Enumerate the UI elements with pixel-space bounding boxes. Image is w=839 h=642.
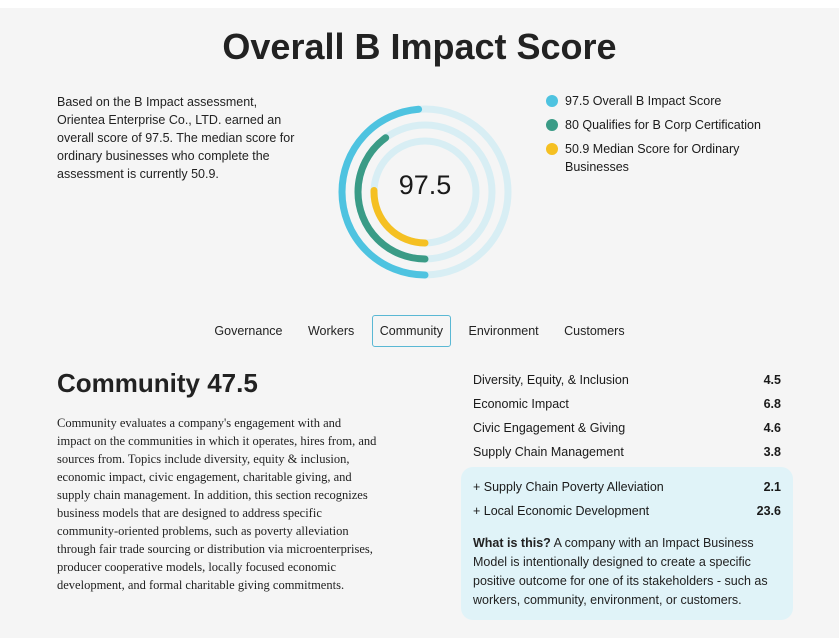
ring-arc-overall [338,105,512,279]
legend-dot-overall [546,95,558,107]
page-title: Overall B Impact Score [222,26,617,67]
metric-label: Diversity, Equity, & Inclusion [473,373,629,387]
impact-business-model-label: + Local Economic Development [473,504,650,518]
center-score: 97.5 [398,170,452,200]
impact-business-models-box: + Supply Chain Poverty Alleviation 2.1 +… [461,467,793,620]
ring-arc-median [370,137,480,247]
tab-community[interactable]: Community [371,315,451,347]
intro-text: Based on the B Impact assessment, Orient… [57,95,295,181]
score-ring-chart: 97.5 [333,100,517,284]
tab-governance[interactable]: Governance [214,324,283,338]
impact-business-model-label: + Supply Chain Poverty Alleviation [473,480,664,494]
impact-business-model-value: 23.6 [756,504,781,518]
score-ring-svg [338,105,512,279]
impact-business-model-row: + Local Economic Development 23.6 [473,501,781,525]
legend-label-qualifies: 80 Qualifies for B Corp Certification [565,118,761,132]
legend-label-overall: 97.5 Overall B Impact Score [565,94,722,108]
legend-dot-median [546,143,558,155]
section-description: Community evaluates a company's engageme… [57,416,377,592]
metric-row: Diversity, Equity, & Inclusion 4.5 [473,370,781,394]
legend: 97.5 Overall B Impact Score 80 Qualifies… [546,92,786,182]
impact-business-model-value: 2.1 [763,480,781,494]
metric-value: 4.5 [763,373,781,387]
legend-item-qualifies: 80 Qualifies for B Corp Certification [546,116,786,134]
impact-business-model-note: What is this? A company with an Impact B… [473,534,785,610]
metric-label: Economic Impact [473,397,569,411]
metric-value: 4.6 [763,421,781,435]
tab-workers[interactable]: Workers [307,324,355,338]
impact-business-model-row: + Supply Chain Poverty Alleviation 2.1 [473,477,781,501]
note-text: A company with an Impact Business Model … [473,536,768,607]
legend-item-overall: 97.5 Overall B Impact Score [546,92,786,110]
legend-item-median: 50.9 Median Score for Ordinary Businesse… [546,140,786,176]
tab-customers[interactable]: Customers [564,324,625,338]
metric-row: Economic Impact 6.8 [473,394,781,418]
metric-label: Civic Engagement & Giving [473,421,626,435]
legend-label-median: 50.9 Median Score for Ordinary Businesse… [565,142,740,174]
impact-business-models-list: + Supply Chain Poverty Alleviation 2.1 +… [473,477,781,525]
metric-value: 6.8 [763,397,781,411]
note-label: What is this? [473,536,551,550]
impact-area-tabs: Governance Workers Community Environment… [0,315,839,347]
metric-row: Civic Engagement & Giving 4.6 [473,418,781,442]
section-heading: Community 47.5 [57,368,258,398]
metric-value: 3.8 [763,445,781,459]
legend-dot-qualifies [546,119,558,131]
ring-arc-qualifies [354,121,496,263]
metric-list: Diversity, Equity, & Inclusion 4.5 Econo… [473,370,781,466]
metric-label: Supply Chain Management [473,445,624,459]
metric-row: Supply Chain Management 3.8 [473,442,781,466]
tab-environment[interactable]: Environment [468,324,539,338]
